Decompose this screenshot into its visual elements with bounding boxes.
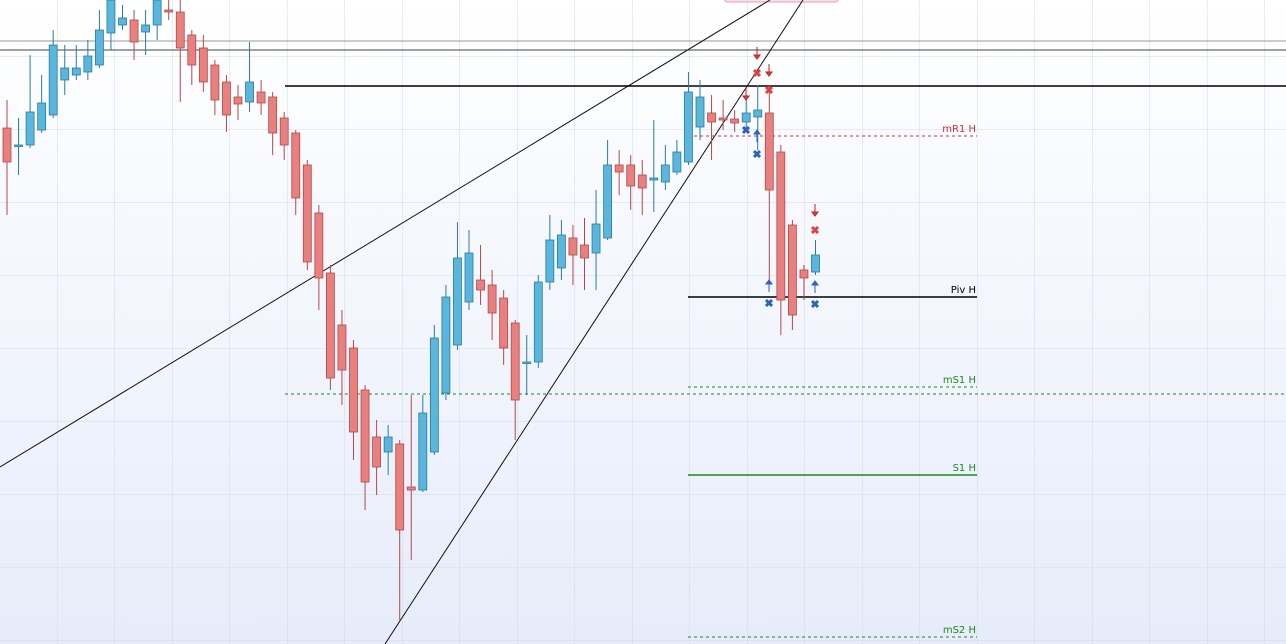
candle-body xyxy=(141,24,151,33)
signals xyxy=(741,47,820,309)
trend-line xyxy=(0,0,771,468)
buy-cross xyxy=(752,149,762,159)
candle-body xyxy=(418,412,428,491)
candle-body xyxy=(383,436,393,453)
buy-arrow xyxy=(811,280,819,293)
candle-body xyxy=(557,234,566,269)
candle-body xyxy=(291,132,301,199)
candle-body xyxy=(591,223,601,254)
candle-body xyxy=(198,47,208,83)
level-label: S1 H xyxy=(953,463,976,474)
candle-body xyxy=(453,257,462,346)
candle-body xyxy=(741,112,751,123)
sell-cross xyxy=(764,85,774,95)
candle-body xyxy=(684,91,693,163)
levels: mR1 H Piv H mS1 H S1 H mS2 H xyxy=(285,85,1286,638)
candle-body xyxy=(730,118,740,124)
candle-body xyxy=(71,67,81,76)
candle-body xyxy=(545,239,555,283)
candle-body xyxy=(129,19,139,43)
candle-body xyxy=(210,64,220,101)
candle-body xyxy=(337,324,347,371)
buy-cross xyxy=(764,298,774,308)
candle-body xyxy=(649,177,659,181)
candle-body xyxy=(152,0,162,26)
candle-body xyxy=(707,112,716,123)
candle-body xyxy=(175,11,185,49)
candle-body xyxy=(776,151,786,301)
candle-body xyxy=(360,389,370,483)
candle-body xyxy=(233,96,243,105)
buy-cross xyxy=(810,299,820,309)
candle-body xyxy=(672,151,682,173)
candle-body xyxy=(764,112,774,191)
candle-body xyxy=(268,96,278,134)
candle-body xyxy=(718,117,728,121)
buy-arrow xyxy=(753,129,761,142)
candle-body xyxy=(522,361,532,364)
candle-body xyxy=(187,34,197,66)
candle-body xyxy=(325,272,335,379)
buy-cross xyxy=(741,125,751,135)
candle-body xyxy=(406,486,416,491)
candle-body xyxy=(302,164,312,263)
candle-body xyxy=(568,237,578,256)
candle-body xyxy=(626,164,636,187)
sell-cross xyxy=(752,68,762,78)
candle-body xyxy=(637,174,647,189)
candle-body xyxy=(279,117,289,146)
candle-body xyxy=(799,269,809,279)
candle-body xyxy=(164,9,174,13)
level-label: mS2 H xyxy=(943,625,976,636)
buy-arrow xyxy=(765,279,773,292)
candle-body xyxy=(37,102,47,131)
candle-body xyxy=(487,284,497,314)
candle-body xyxy=(25,111,35,146)
candle-body xyxy=(256,91,266,104)
candle-body xyxy=(510,322,520,401)
level-label: mS1 H xyxy=(943,375,976,386)
candle-body xyxy=(476,279,485,291)
candle-body xyxy=(14,144,23,147)
candle-body xyxy=(314,212,324,279)
candle-body xyxy=(95,29,104,66)
candle-body xyxy=(60,67,70,81)
candle-body xyxy=(222,81,231,116)
candle-body xyxy=(614,164,624,173)
candle-body xyxy=(2,127,12,163)
candle-body xyxy=(395,443,405,531)
candle-body xyxy=(695,96,705,128)
sell-arrow xyxy=(765,64,773,77)
candle-body xyxy=(533,281,543,363)
level-label: mR1 H xyxy=(942,124,976,135)
level-label: Piv H xyxy=(951,285,976,296)
candle-body xyxy=(48,44,58,116)
trend-line xyxy=(384,0,804,644)
candle-body xyxy=(811,254,820,273)
candle-body xyxy=(788,224,797,316)
label-box xyxy=(724,0,839,3)
sell-arrow xyxy=(753,47,761,60)
candle-body xyxy=(245,81,254,103)
candle-body xyxy=(83,55,93,73)
sell-arrow xyxy=(811,204,819,217)
candle-body xyxy=(753,109,763,118)
candle-body xyxy=(464,252,474,303)
candle-body xyxy=(499,297,509,349)
candle-body xyxy=(429,337,439,453)
candle-body xyxy=(603,164,612,239)
candle-body xyxy=(349,347,358,433)
candle-body xyxy=(118,17,127,26)
sell-arrow xyxy=(742,88,750,101)
candle-body xyxy=(580,244,589,259)
candle-body xyxy=(106,0,116,34)
candle-body xyxy=(660,164,670,183)
candle-body xyxy=(441,296,451,394)
candle-body xyxy=(372,436,382,468)
candles xyxy=(2,0,820,620)
sell-cross xyxy=(810,225,820,235)
